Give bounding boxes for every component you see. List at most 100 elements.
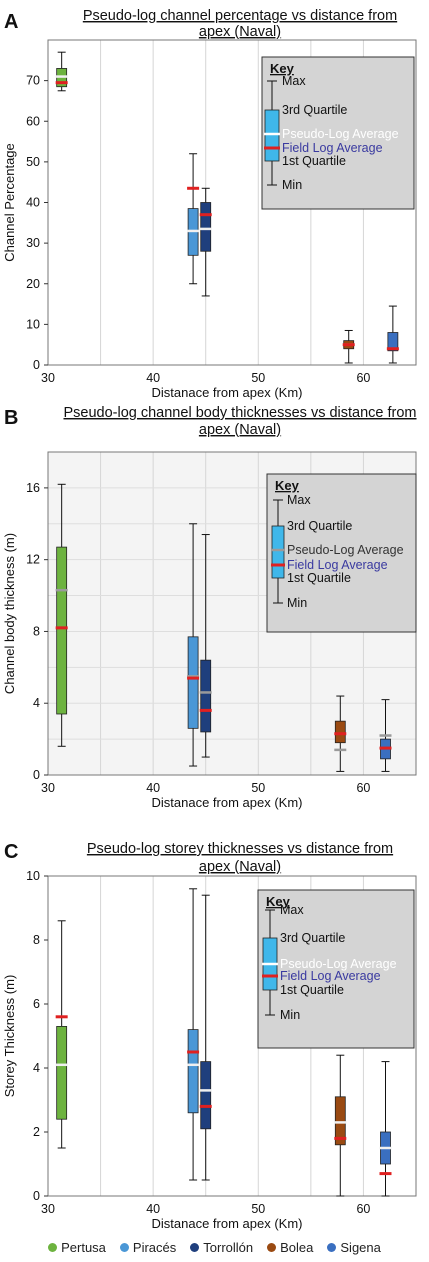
key-max-label: Max: [282, 74, 306, 88]
panel-letter: A: [4, 11, 18, 33]
panel-letter: B: [4, 407, 18, 429]
iqr-box: [334, 1096, 346, 1146]
box-bolea: [342, 329, 355, 364]
key-title: Key: [270, 61, 295, 76]
box-sigena: [386, 305, 399, 364]
chart-title-line: Pseudo-log storey thicknesses vs distanc…: [87, 841, 393, 857]
legend-item-sigena: Sigena: [327, 1239, 381, 1255]
key-pseudo-avg-label: Pseudo-Log Average: [282, 127, 399, 141]
x-tick-label: 60: [356, 781, 370, 795]
iqr-box: [56, 546, 68, 715]
y-tick-label: 70: [26, 74, 40, 88]
key-q3-label: 3rd Quartile: [287, 519, 352, 533]
y-axis-label: Storey Thickness (m): [2, 975, 17, 1098]
key-pseudo-avg-label: Pseudo-Log Average: [287, 543, 404, 557]
legend-label-sigena: Sigena: [340, 1239, 381, 1255]
key-min-label: Min: [282, 178, 302, 192]
panel-b: B Pseudo-log channel body thicknesses vs …: [2, 405, 417, 810]
x-tick-label: 30: [41, 1202, 55, 1216]
y-tick-label: 20: [26, 277, 40, 291]
y-tick-label: 2: [33, 1125, 40, 1139]
box-piracs: [187, 888, 200, 1181]
x-axis-label: Distanace from apex (Km): [152, 1216, 303, 1231]
y-tick-label: 16: [26, 481, 40, 495]
key-title: Key: [275, 478, 300, 493]
box-sigena: [379, 699, 392, 772]
iqr-box: [187, 636, 199, 729]
key-q3-label: 3rd Quartile: [280, 931, 345, 945]
box-torrolln: [199, 534, 212, 758]
key-q1-label: 1st Quartile: [282, 154, 346, 168]
y-tick-label: 60: [26, 114, 40, 128]
box-bolea: [334, 695, 347, 772]
box-pertusa: [55, 920, 68, 1149]
key-iqr-swatch: [271, 525, 285, 579]
legend-item-pertusa: Pertusa: [48, 1240, 106, 1255]
y-tick-label: 4: [33, 1061, 40, 1075]
key-q1-label: 1st Quartile: [287, 571, 351, 585]
box-pertusa: [55, 51, 68, 92]
legend-item-torrollon: Torrollón: [190, 1240, 253, 1255]
key-min-label: Min: [287, 596, 307, 610]
y-tick-label: 40: [26, 196, 40, 210]
legend-label-torrollon: Torrollón: [203, 1239, 254, 1255]
legend-item-piraces: Piracés: [119, 1239, 177, 1255]
y-tick-label: 0: [33, 768, 40, 782]
box-bolea: [334, 1054, 347, 1197]
box-torrolln: [199, 894, 212, 1181]
x-tick-label: 30: [41, 371, 55, 385]
x-tick-label: 60: [356, 371, 370, 385]
panel-letter: C: [4, 841, 18, 863]
iqr-box: [200, 202, 212, 252]
y-tick-label: 8: [33, 624, 40, 638]
key-field-avg-label: Field Log Average: [282, 141, 383, 155]
sigena-color-dot: [327, 1242, 337, 1252]
y-tick-label: 4: [33, 696, 40, 710]
legend-item-bolea: Bolea: [267, 1240, 313, 1255]
y-tick-label: 50: [26, 155, 40, 169]
key-min-label: Min: [280, 1008, 300, 1022]
box-piracs: [187, 153, 200, 285]
chart-title-line: apex (Naval): [199, 859, 281, 875]
y-tick-label: 0: [33, 358, 40, 372]
key-field-avg-label: Field Log Average: [280, 969, 381, 983]
x-tick-label: 50: [251, 781, 265, 795]
panel-c: C Pseudo-log storey thicknesses vs distan…: [2, 841, 417, 1231]
legend-label-piraces: Piracés: [132, 1239, 177, 1255]
y-tick-label: 8: [33, 933, 40, 947]
panel-a: A Pseudo-log channel percentage vs distan…: [2, 8, 417, 400]
key-background: [261, 56, 415, 210]
key-q1-label: 1st Quartile: [280, 983, 344, 997]
x-tick-label: 40: [146, 1202, 160, 1216]
legend-label-pertusa: Pertusa: [61, 1239, 106, 1255]
chart-title-line: Pseudo-log channel percentage vs distanc…: [83, 8, 397, 24]
legend-label-bolea: Bolea: [280, 1239, 314, 1255]
box-pertusa: [55, 483, 68, 747]
key-background: [257, 889, 415, 1049]
key-pseudo-avg-label: Pseudo-Log Average: [280, 957, 397, 971]
key-max-label: Max: [287, 493, 311, 507]
series-legend: Pertusa Piracés Torrollón Bolea Sigena: [0, 1236, 429, 1258]
key-background: [266, 473, 417, 633]
chart-title-line: Pseudo-log channel body thicknesses vs d…: [63, 405, 416, 421]
iqr-box: [200, 659, 212, 733]
piraces-color-dot: [119, 1242, 129, 1252]
y-tick-label: 0: [33, 1189, 40, 1203]
x-axis-label: Distanace from apex (Km): [152, 385, 303, 400]
x-tick-label: 40: [146, 371, 160, 385]
iqr-box: [187, 1029, 199, 1114]
chart-title-line: apex (Naval): [199, 24, 281, 40]
key-iqr-swatch: [264, 109, 280, 162]
torrollon-color-dot: [190, 1242, 200, 1252]
key-max-label: Max: [280, 903, 304, 917]
x-axis-label: Distanace from apex (Km): [152, 795, 303, 810]
key-field-avg-label: Field Log Average: [287, 558, 388, 572]
iqr-box: [387, 332, 399, 352]
pertusa-color-dot: [48, 1242, 58, 1252]
y-tick-label: 12: [26, 553, 40, 567]
key-title: Key: [266, 894, 291, 909]
iqr-box: [334, 720, 346, 744]
x-tick-label: 40: [146, 781, 160, 795]
